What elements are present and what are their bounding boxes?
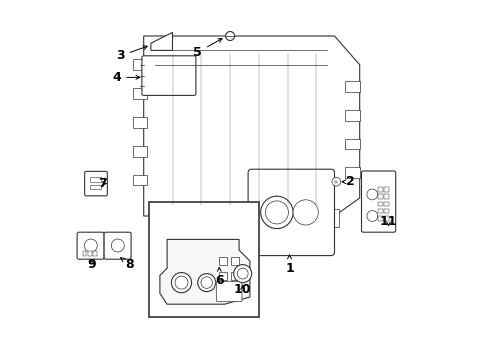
Bar <box>88 251 91 256</box>
Bar <box>89 177 101 182</box>
Text: 7: 7 <box>98 177 106 190</box>
Bar <box>149 202 258 317</box>
Circle shape <box>233 265 251 283</box>
Text: 3: 3 <box>116 46 147 62</box>
Circle shape <box>175 276 187 289</box>
Bar <box>345 167 359 178</box>
Bar <box>82 251 86 256</box>
FancyBboxPatch shape <box>104 232 131 259</box>
Bar <box>279 209 288 227</box>
Bar <box>377 187 382 192</box>
Bar <box>305 209 313 227</box>
Bar <box>377 209 382 213</box>
Text: 6: 6 <box>215 267 223 287</box>
Text: 8: 8 <box>121 258 134 271</box>
FancyBboxPatch shape <box>142 56 196 95</box>
Text: 10: 10 <box>233 283 251 296</box>
Bar <box>384 216 388 221</box>
Polygon shape <box>160 239 249 304</box>
Bar <box>133 175 147 185</box>
Bar <box>218 257 226 265</box>
Circle shape <box>171 273 191 293</box>
Circle shape <box>197 274 215 292</box>
Circle shape <box>366 211 377 221</box>
Bar <box>229 209 238 227</box>
Bar <box>377 194 382 199</box>
Bar <box>179 209 187 227</box>
Bar <box>133 146 147 157</box>
Bar <box>345 81 359 92</box>
Text: 11: 11 <box>379 215 396 228</box>
Text: 2: 2 <box>342 175 354 188</box>
Bar <box>218 286 226 294</box>
Text: 5: 5 <box>193 39 222 59</box>
Bar <box>133 88 147 99</box>
Circle shape <box>292 200 318 225</box>
FancyBboxPatch shape <box>247 169 334 256</box>
Circle shape <box>84 239 97 252</box>
Bar <box>254 209 263 227</box>
Bar <box>377 202 382 206</box>
FancyBboxPatch shape <box>77 232 104 259</box>
Bar <box>218 272 226 280</box>
FancyBboxPatch shape <box>361 171 395 232</box>
Bar <box>231 286 239 294</box>
Bar <box>384 194 388 199</box>
Circle shape <box>260 196 292 229</box>
Bar <box>384 187 388 192</box>
Text: 9: 9 <box>87 258 96 271</box>
Circle shape <box>111 239 124 252</box>
Bar <box>329 209 338 227</box>
Circle shape <box>366 189 377 200</box>
Ellipse shape <box>225 32 234 41</box>
Bar <box>204 209 212 227</box>
Text: 1: 1 <box>285 255 293 275</box>
Circle shape <box>237 268 247 279</box>
FancyBboxPatch shape <box>216 282 242 302</box>
Bar <box>377 216 382 221</box>
Bar <box>157 209 166 227</box>
FancyBboxPatch shape <box>84 171 107 196</box>
Bar <box>384 202 388 206</box>
Polygon shape <box>143 36 359 216</box>
Text: 4: 4 <box>112 71 140 84</box>
Circle shape <box>201 277 212 288</box>
Bar <box>345 139 359 149</box>
Bar <box>384 209 388 213</box>
Bar <box>231 257 239 265</box>
Circle shape <box>265 201 288 224</box>
Bar <box>133 117 147 128</box>
Bar <box>89 185 101 189</box>
Polygon shape <box>151 32 172 50</box>
Circle shape <box>331 177 340 186</box>
Bar <box>231 272 239 280</box>
Bar <box>345 110 359 121</box>
Bar <box>93 251 97 256</box>
Bar <box>133 59 147 70</box>
